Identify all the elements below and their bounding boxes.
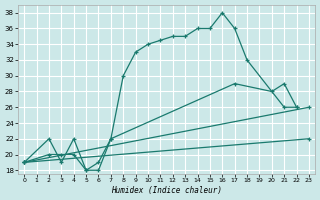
X-axis label: Humidex (Indice chaleur): Humidex (Indice chaleur)	[111, 186, 222, 195]
